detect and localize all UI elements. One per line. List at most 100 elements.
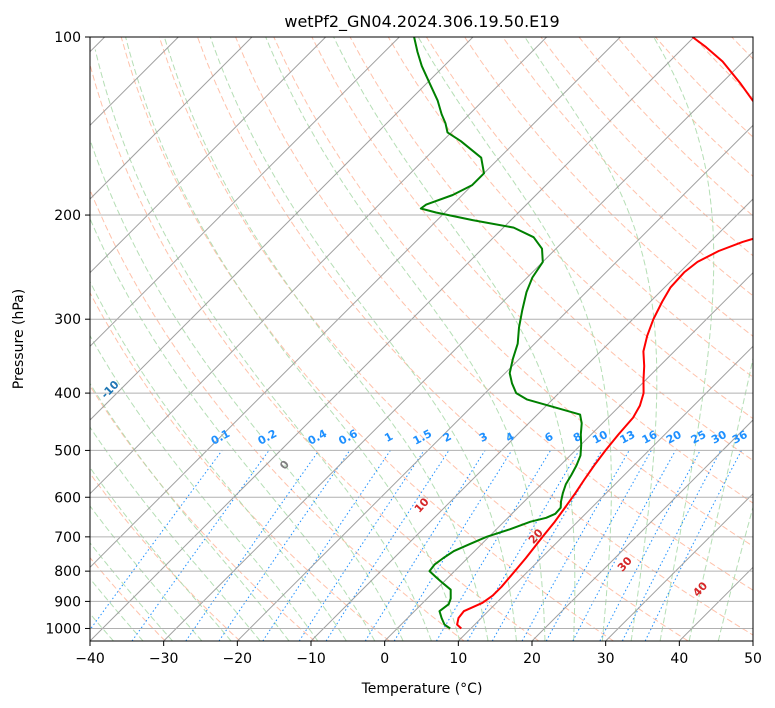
x-tick-label: −20 — [223, 651, 253, 667]
dry-adiabats — [90, 37, 753, 641]
mixing-ratio-line — [521, 450, 630, 641]
mixing-ratio-line — [325, 450, 450, 641]
dry-adiabat-line — [464, 37, 753, 337]
x-tick-label: 0 — [380, 651, 389, 667]
y-tick-label: 200 — [54, 208, 81, 224]
y-axis-label: Pressure (hPa) — [11, 289, 27, 389]
x-tick-label: −10 — [296, 651, 326, 667]
x-tick-label: −40 — [75, 651, 105, 667]
y-tick-label: 600 — [54, 490, 81, 506]
moist-adiabat-line — [209, 37, 517, 641]
mixing-ratio-line — [545, 450, 652, 641]
dry-adiabat-line — [273, 37, 753, 547]
dry-adiabat-line — [158, 37, 689, 641]
dry-adiabat-line — [311, 37, 753, 504]
plot-frame — [89, 36, 754, 642]
dry-adiabat-line — [90, 556, 166, 641]
pressure-gridlines — [90, 37, 753, 629]
isotherm-line — [457, 345, 753, 641]
isotherm-line — [236, 124, 753, 641]
temperature-profile — [456, 37, 753, 630]
moist-adiabat-line — [90, 138, 404, 641]
y-tick-label: 300 — [54, 312, 81, 328]
isotherm-line — [90, 37, 253, 200]
mixing-ratio-line — [572, 450, 676, 641]
mixing-ratio-line — [298, 450, 425, 641]
dry-adiabat-line — [90, 472, 241, 641]
sounding-profiles — [413, 37, 753, 630]
plot-area: -100-90-80-70-60-50-40-30-20-100.10.20.4… — [90, 37, 753, 641]
mixing-ratio-label: 36 — [730, 428, 750, 447]
moist-adiabat-line — [265, 37, 546, 641]
x-tick-label: 10 — [449, 651, 467, 667]
isotherms — [90, 37, 753, 641]
mixing-ratio-label: 13 — [618, 428, 638, 447]
mixing-ratio-line — [262, 450, 391, 641]
mixing-ratio-line — [393, 450, 513, 641]
isotherm-line — [90, 37, 400, 348]
moist-adiabat-line — [333, 37, 576, 641]
x-tick-label: 20 — [523, 651, 541, 667]
moist-adiabat-line — [94, 49, 432, 641]
mixing-ratio-line — [218, 450, 351, 641]
x-tick-label: 50 — [744, 651, 762, 667]
dry-adiabat-line — [502, 37, 753, 297]
chart-title: wetPf2_GN04.2024.306.19.50.E19 — [284, 12, 559, 32]
dry-adiabat-line — [90, 188, 465, 641]
y-tick-label: 400 — [54, 386, 81, 402]
dry-adiabat-line — [90, 62, 540, 641]
y-axis-ticks: 100 200 300 400 500 600 700 800 900 1000 — [45, 30, 90, 637]
x-axis-ticks: −40 −30 −20 −10 0 10 20 30 40 50 — [75, 641, 762, 667]
isotherm-line — [310, 198, 753, 641]
moist-adiabat-line — [163, 37, 489, 641]
moist-adiabat-line — [90, 426, 261, 641]
mixing-ratio-line — [644, 450, 742, 641]
moist-adiabat-line — [90, 466, 232, 641]
isotherm-line — [531, 419, 753, 641]
y-tick-label: 900 — [54, 594, 81, 610]
dewpoint-profile — [413, 37, 583, 630]
moist-adiabat-line — [524, 37, 658, 641]
mixing-ratio-lines — [90, 450, 742, 641]
isotherm-line — [90, 37, 474, 421]
dry-adiabat-line — [349, 37, 753, 462]
y-tick-label: 1000 — [45, 621, 81, 637]
isotherm-line — [605, 492, 753, 641]
dry-adiabat-line — [90, 291, 390, 641]
dry-adiabat-line — [387, 37, 753, 420]
moist-adiabat-line — [688, 355, 753, 641]
x-tick-label: 40 — [670, 651, 688, 667]
mixing-ratio-label: 20 — [664, 428, 684, 447]
isotherm-line — [90, 37, 327, 274]
y-tick-label: 500 — [54, 443, 81, 459]
moist-adiabat-line — [125, 37, 461, 641]
y-tick-label: 800 — [54, 564, 81, 580]
moist-adiabat-line — [90, 577, 144, 641]
moist-adiabat-line — [90, 217, 376, 641]
moist-adiabat-line — [90, 542, 173, 641]
x-tick-label: 30 — [597, 651, 615, 667]
y-tick-label: 700 — [54, 530, 81, 546]
mixing-ratio-label: 25 — [689, 428, 709, 447]
moist-adiabat-line — [90, 280, 347, 641]
y-tick-label: 100 — [54, 30, 81, 46]
mixing-ratio-label: 10 — [590, 428, 610, 447]
isotherm-line — [90, 37, 695, 641]
moist-adiabat-line — [90, 505, 203, 641]
mixing-ratio-line — [185, 450, 320, 641]
isotherm-line — [90, 37, 621, 569]
moist-adiabat-line — [417, 37, 612, 641]
dry-adiabat-line — [235, 37, 753, 591]
mixing-ratio-line — [90, 450, 223, 631]
isotherm-line — [163, 50, 753, 641]
isotherm-line — [384, 271, 753, 641]
isotherm-line — [90, 37, 548, 495]
moist-adiabat-line — [653, 37, 715, 641]
x-tick-label: −30 — [149, 651, 179, 667]
mixing-ratio-label: 30 — [709, 428, 729, 447]
x-axis-label: Temperature (°C) — [361, 681, 483, 697]
mixing-ratio-line — [621, 450, 722, 641]
mixing-ratio-label: 16 — [640, 428, 660, 447]
